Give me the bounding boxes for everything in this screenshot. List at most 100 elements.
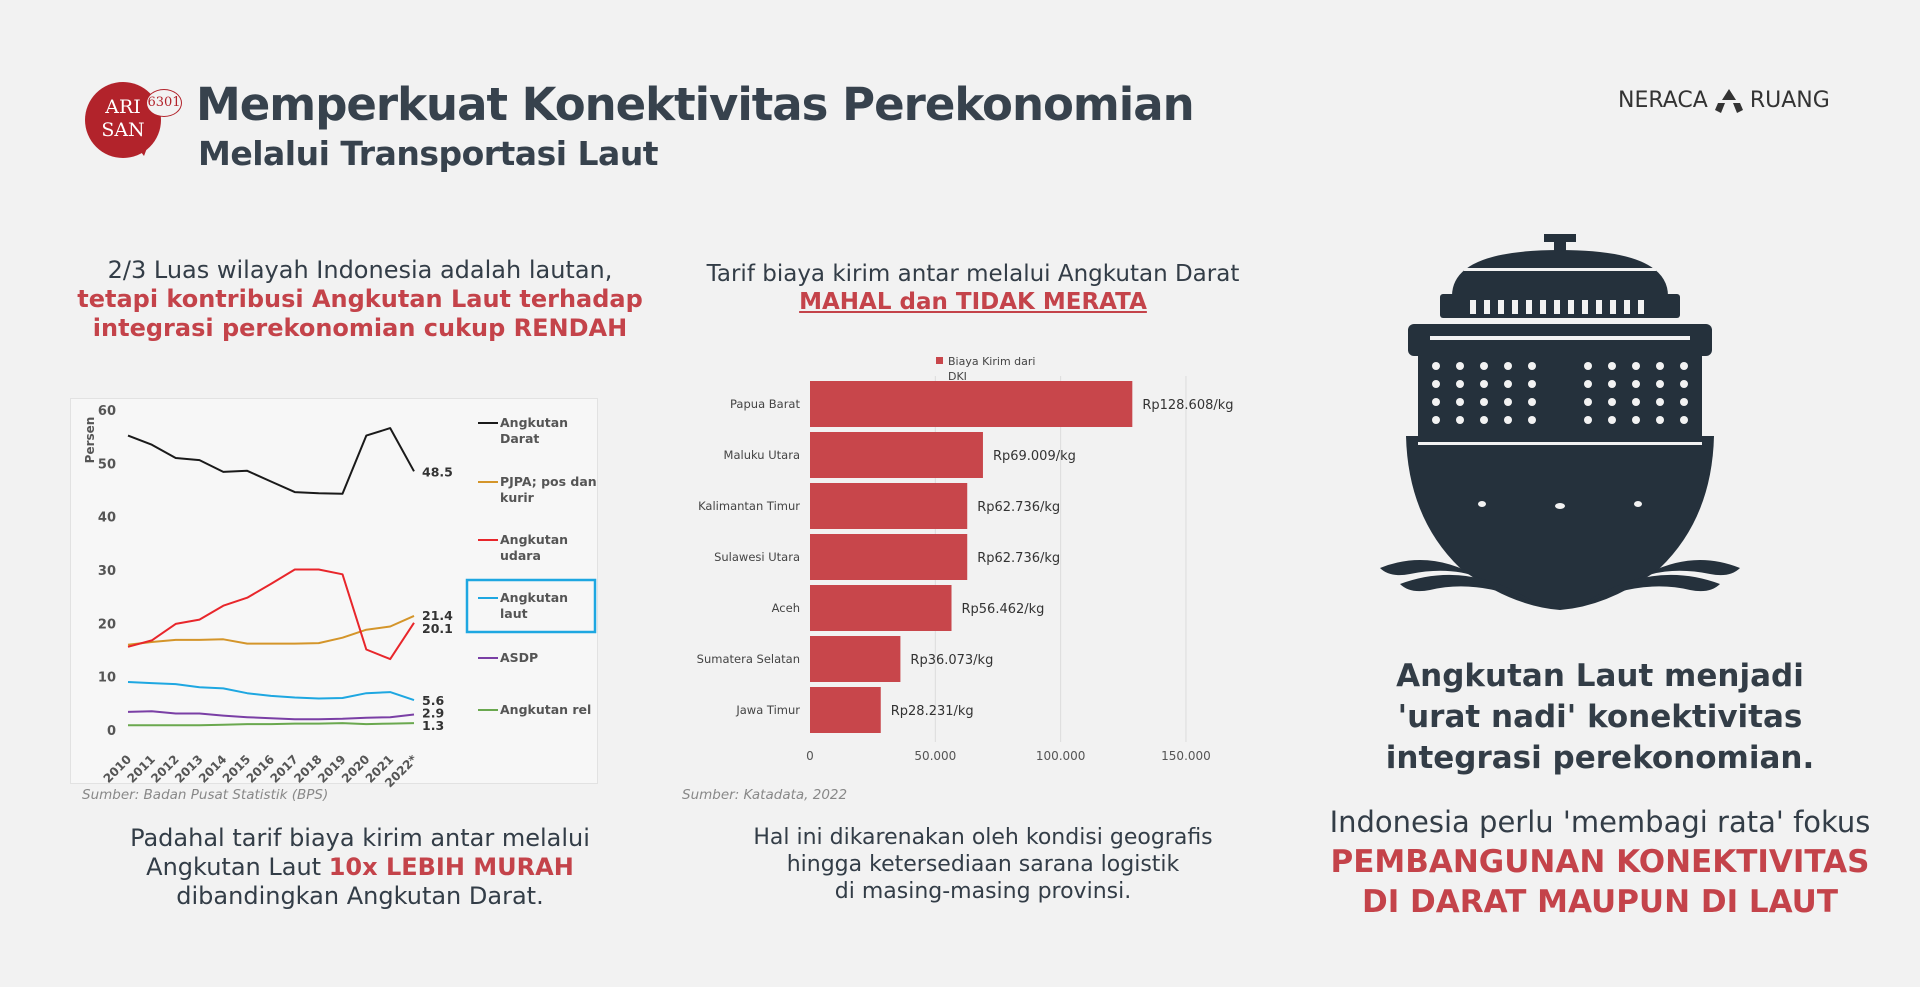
line-end-label-1: 21.4 [422,608,453,623]
bar-category-2: Kalimantan Timur [698,499,800,513]
bar-category-5: Sumatera Selatan [697,652,800,666]
mid-bottom-line2: hingga ketersediaan sarana logistik [786,852,1180,877]
line-ytick-1: 10 [98,671,116,686]
left-intro: 2/3 Luas wilayah Indonesia adalah lautan… [60,256,660,343]
bar-3 [810,534,968,580]
bar-0 [810,381,1133,427]
line-ytick-0: 0 [107,724,116,739]
left-bottom-line2: Angkutan Laut 10x LEBIH MURAH [60,853,660,882]
bar-value-label-2: Rp62.736/kg [977,500,1060,515]
line-series-5 [128,722,415,727]
left-intro-line2: tetapi kontribusi Angkutan Laut terhadap [77,285,643,313]
bar-chart: 0 50,000 100,000 150,000 Biaya Kirim dari DKI… [697,355,1234,760]
bar-1 [810,432,983,478]
legend-label-1-a: PJPA; pos dan [500,474,597,489]
mid-bottom-line3: di masing-masing provinsi. [834,879,1132,904]
left-bottom-line1: Padahal tarif biaya kirim antar melalui [130,824,590,852]
right-sub-line2: PEMBANGUNAN KONEKTIVITAS [1330,844,1870,880]
bar-value-label-5: Rp36.073/kg [910,653,993,668]
right-sub-text: Indonesia perlu 'membagi rata' fokus PEM… [1270,802,1920,922]
bar-category-1: Maluku Utara [724,448,800,462]
mid-intro: Tarif biaya kirim antar melalui Angkutan… [683,260,1263,316]
brand-right: RUANG [1749,88,1830,113]
recycle-icon [1714,89,1743,113]
left-intro-line1: 2/3 Luas wilayah Indonesia adalah lautan… [107,256,613,284]
left-bottom-line3: dibandingkan Angkutan Darat. [176,882,544,910]
page-title: Memperkuat Konektivitas Perekonomian [196,78,1195,131]
legend-label-3-a: Angkutan [500,590,568,605]
bar-value-label-4: Rp56.462/kg [962,602,1045,617]
logo-badge: 6301 [146,89,182,117]
bar-xtick-2: 100,000 [1036,749,1086,760]
legend-label-5-a: Angkutan rel [500,702,591,717]
right-sub-line1: Indonesia perlu 'membagi rata' fokus [1329,805,1871,839]
line-ylabel: Persen [83,417,97,464]
right-main-text: Angkutan Laut menjadi 'urat nadi' konekt… [1290,656,1910,779]
mid-intro-line1: Tarif biaya kirim antar melalui Angkutan… [706,261,1240,287]
bar-6 [810,687,881,733]
bar-category-6: Jawa Timur [735,703,800,717]
legend-highlight-box [465,578,597,634]
bar-xtick-1: 50,000 [914,749,956,760]
bar-category-0: Papua Barat [730,397,800,411]
cruise-ship-icon [1380,234,1740,610]
line-chart: 0102030405060Persen201020112012201320142… [83,404,597,788]
bar-2 [810,483,968,529]
left-bottom-line2a: Angkutan Laut [146,853,322,881]
bar-legend-label-b: DKI [948,370,967,383]
line-end-label-2: 20.1 [422,621,453,636]
legend-label-1-b: kurir [500,490,535,505]
line-series-2 [127,568,415,661]
line-end-label-5: 1.3 [422,718,444,733]
line-series-0 [127,427,415,495]
bar-value-label-3: Rp62.736/kg [977,551,1060,566]
bar-legend-label-a: Biaya Kirim dari [948,355,1035,368]
bar-category-3: Sulawesi Utara [714,550,800,564]
line-end-label-0: 48.5 [422,464,453,479]
bar-4 [810,585,952,631]
brand-logo: NERACA RUANG [1618,88,1830,114]
logo-line1: ARI [105,96,141,118]
right-main-line1: Angkutan Laut menjadi [1396,658,1804,694]
mid-bottom-line1: Hal ini dikarenakan oleh kondisi geograf… [753,825,1213,850]
bar-xtick-3: 150,000 [1161,749,1211,760]
mid-intro-line2: MAHAL dan TIDAK MERATA [799,289,1147,315]
legend-label-2-b: udara [500,548,541,563]
logo-line2: SAN [101,119,145,141]
right-sub-line3: DI DARAT MAUPUN DI LAUT [1361,884,1839,920]
brand-left: NERACA [1618,88,1708,113]
bar-xtick-0: 0 [806,749,814,760]
legend-label-0-b: Darat [500,431,539,446]
line-ytick-4: 40 [98,511,116,526]
logo-tail [132,140,150,156]
right-main-line3: integrasi perekonomian. [1385,740,1815,776]
left-bottom-text: Padahal tarif biaya kirim antar melalui … [60,824,660,911]
line-ytick-2: 20 [98,617,116,632]
bar-legend-swatch [936,357,943,364]
left-intro-line3: integrasi perekonomian cukup RENDAH [92,314,628,342]
mid-source: Sumber: Katadata, 2022 [682,787,848,803]
logo-text: ARI SAN [85,96,161,142]
legend-label-3-b: laut [500,606,528,621]
line-end-label-4: 2.9 [422,706,444,721]
legend-label-0-a: Angkutan [500,415,568,430]
left-bottom-highlight: 10x LEBIH MURAH [328,853,574,881]
bar-5 [810,636,901,682]
left-source: Sumber: Badan Pusat Statistik (BPS) [82,787,329,803]
line-ytick-3: 30 [98,564,116,579]
line-ytick-6: 60 [98,404,116,419]
line-series-3 [127,681,415,702]
mid-bottom-text: Hal ini dikarenakan oleh kondisi geograf… [683,824,1283,905]
right-main-line2: 'urat nadi' konektivitas [1397,699,1803,735]
page-subtitle: Melalui Transportasi Laut [198,134,659,173]
line-series-4 [127,710,415,721]
legend-label-4-a: ASDP [500,650,538,665]
line-end-label-3: 5.6 [422,693,444,708]
bar-value-label-0: Rp128.608/kg [1142,398,1233,413]
bar-category-4: Aceh [772,601,800,615]
bar-value-label-6: Rp28.231/kg [891,704,974,719]
line-ytick-5: 50 [98,457,116,472]
bar-value-label-1: Rp69.009/kg [993,449,1076,464]
legend-label-2-a: Angkutan [500,532,568,547]
line-series-1 [127,614,415,646]
